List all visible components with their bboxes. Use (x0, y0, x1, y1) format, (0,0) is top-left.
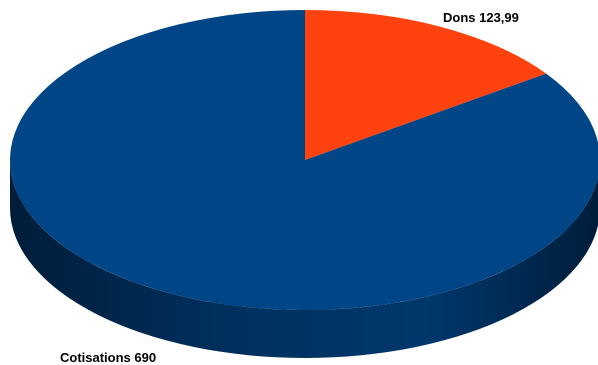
slice-cotisations (10, 10, 598, 310)
pie-labels: Cotisations 690 Dons 123,99 (60, 10, 519, 365)
slice-label-cotisations: Cotisations 690 (60, 350, 156, 365)
pie-top-face (10, 10, 598, 310)
slice-side-cotisations (10, 160, 598, 358)
slice-label-dons: Dons 123,99 (443, 10, 519, 25)
pie-side-wall (10, 160, 598, 358)
slice-dons (305, 10, 547, 160)
